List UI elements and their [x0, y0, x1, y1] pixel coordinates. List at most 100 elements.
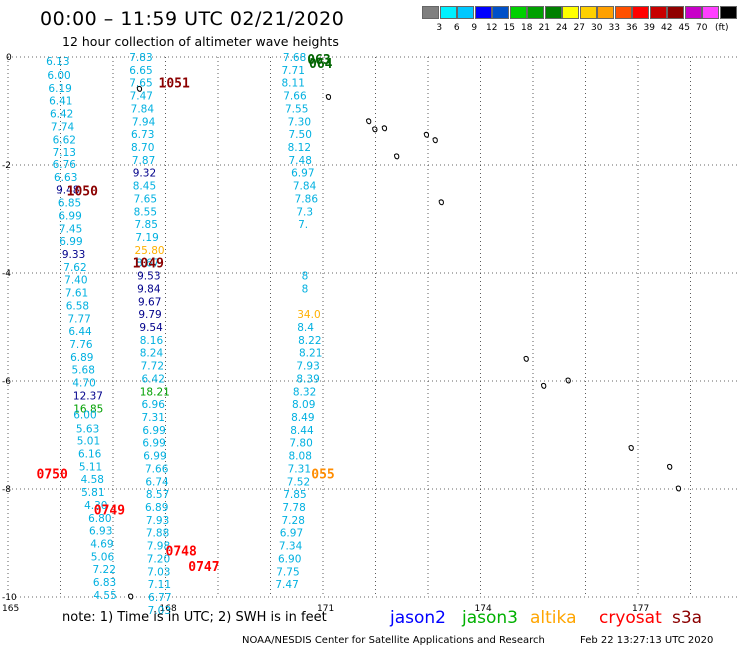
y-axis-tick-label: -6 [2, 377, 11, 387]
wave-height-value: 8.39 [296, 373, 319, 385]
wave-height-value: 6.16 [78, 449, 102, 461]
wave-height-value: 6.74 [145, 476, 169, 488]
wave-height-value: 6.97 [291, 168, 314, 180]
legend-altika: altika [530, 608, 577, 628]
island-outline [432, 137, 438, 144]
wave-height-value: 7. [298, 219, 308, 231]
legend-jason2: jason2 [390, 608, 446, 628]
wave-height-value: 8 [302, 271, 309, 283]
color-swatch [632, 6, 649, 19]
wave-height-value: 8.57 [146, 489, 169, 501]
wave-height-value: 8.4 [297, 322, 314, 334]
island-outline [628, 445, 634, 452]
pass-label: 0748 [166, 545, 197, 560]
pass-label: 063 [307, 53, 330, 68]
wave-height-value: 8.09 [292, 399, 315, 411]
wave-height-value: 7.47 [275, 579, 298, 591]
wave-height-value: 6.65 [129, 65, 152, 77]
wave-height-value: 7.11 [148, 579, 171, 591]
wave-height-value: 5.68 [72, 365, 95, 377]
wave-height-value: 6.44 [68, 326, 92, 338]
wave-height-value: 9.67 [138, 296, 161, 308]
wave-height-value: 7.19 [135, 232, 158, 244]
legend-cryosat: cryosat [599, 608, 662, 628]
wave-height-value: 6.99 [142, 438, 165, 450]
y-axis-tick-label: -4 [2, 269, 11, 279]
color-scale-tick: 33 [608, 23, 620, 33]
wave-height-value: 6.41 [49, 96, 72, 108]
wave-height-value: 7.03 [147, 566, 170, 578]
wave-height-value: 7.68 [283, 52, 306, 64]
wave-height-value: 7.61 [65, 288, 88, 300]
wave-height-value: 7.85 [135, 219, 158, 231]
wave-height-value: 8.49 [291, 412, 314, 424]
wave-height-value: 6.93 [89, 526, 112, 538]
color-swatch [614, 6, 632, 19]
color-swatch [457, 6, 474, 19]
color-swatch [474, 6, 492, 19]
wave-height-value: 7.85 [283, 489, 306, 501]
pass-label: 0750 [37, 468, 68, 483]
wave-height-value: 8.08 [289, 451, 312, 463]
wave-height-value: 6.85 [58, 198, 81, 210]
wave-height-value: 4.69 [90, 539, 113, 551]
wave-height-value: 6.63 [54, 172, 77, 184]
wave-height-value: 6.62 [53, 134, 76, 146]
y-axis-tick-label: 0 [6, 53, 12, 63]
color-scale-tick: 36 [626, 23, 638, 33]
credit-text: NOAA/NESDIS Center for Satellite Applica… [242, 635, 545, 646]
wave-height-value: 6.89 [70, 352, 93, 364]
x-axis-tick-label: 174 [475, 604, 492, 614]
wave-height-value: 6.99 [58, 210, 81, 222]
color-swatch [544, 6, 562, 19]
wave-height-value: 8.55 [134, 206, 157, 218]
pass-label: 055 [311, 468, 334, 483]
wave-height-value: 8.44 [290, 425, 314, 437]
wave-height-value: 12.37 [73, 390, 103, 402]
wave-height-value: 7.74 [51, 121, 75, 133]
pass-label: 0749 [94, 504, 125, 519]
wave-height-value: 6.77 [148, 592, 171, 604]
wave-height-value: 6.19 [48, 83, 71, 95]
color-scale-tick: 18 [521, 23, 533, 33]
wave-height-value: 34.0 [297, 309, 320, 321]
wave-height-value: 7.47 [130, 91, 153, 103]
wave-height-value: 7.62 [63, 262, 86, 274]
color-scale-tick: 3 [436, 23, 443, 33]
y-axis-tick-label: -10 [2, 593, 17, 603]
wave-height-value: 7.87 [132, 155, 155, 167]
color-scale-tick: 6 [453, 23, 460, 33]
island-outline [423, 131, 430, 138]
island-outline [136, 85, 143, 92]
wave-height-value: 7.3 [296, 206, 313, 218]
color-swatch [719, 6, 737, 19]
island-outline [393, 153, 400, 160]
wave-height-value: 7.94 [132, 116, 156, 128]
color-scale-tick: 24 [556, 23, 568, 33]
units-note: note: 1) Time is in UTC; 2) SWH is in fe… [62, 610, 327, 625]
wave-height-value: 7.20 [147, 553, 170, 565]
wave-height-value: 6.89 [145, 502, 168, 514]
wave-height-value: 7.40 [64, 275, 87, 287]
wave-height-value: 8.70 [131, 142, 154, 154]
wave-height-value: 6.00 [73, 409, 96, 421]
wave-height-value: 7.78 [282, 502, 305, 514]
island-outline [666, 463, 673, 470]
wave-height-value: 5.63 [76, 423, 99, 435]
wave-height-value: 6.99 [143, 451, 166, 463]
pass-label: 0747 [188, 560, 219, 575]
color-scale-tick: 9 [471, 23, 478, 33]
wave-height-value: 18.21 [140, 386, 170, 398]
wave-height-value: 6.76 [53, 159, 77, 171]
wave-height-value: 7.55 [285, 103, 308, 115]
color-scale-tick: 42 [661, 23, 673, 33]
wave-height-value: 7.76 [69, 339, 93, 351]
wave-height-value: 7.77 [67, 313, 90, 325]
wave-height-value: 7.86 [295, 193, 319, 205]
wave-height-value: 7.66 [145, 463, 169, 475]
wave-height-value: 7.13 [53, 147, 76, 159]
page-subtitle: 12 hour collection of altimeter wave hei… [62, 34, 339, 49]
color-swatch [702, 6, 719, 19]
wave-height-value: 5.11 [79, 461, 102, 473]
legend-s3a: s3a [672, 608, 703, 628]
